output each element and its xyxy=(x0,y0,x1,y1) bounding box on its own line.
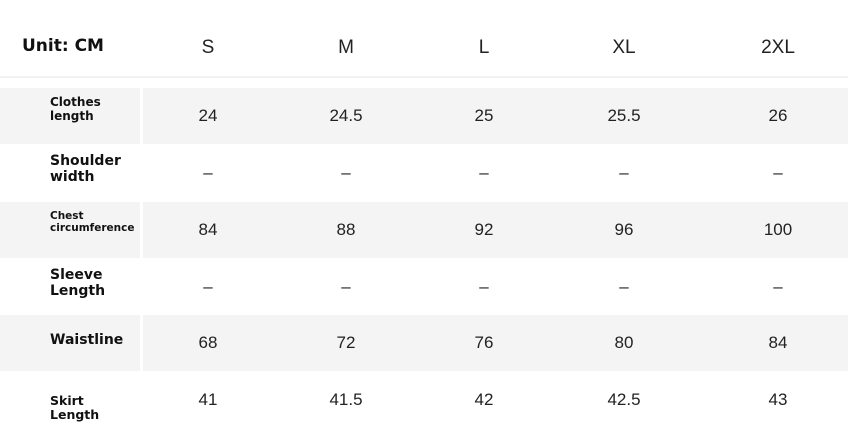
table-row: Shoulder width – – – – – xyxy=(0,145,848,201)
size-value-cell: – xyxy=(619,277,629,296)
table-row: Chest circumference 84 88 92 96 100 xyxy=(0,202,848,258)
row-values xyxy=(143,145,848,201)
size-value-cell: 92 xyxy=(474,220,494,239)
size-value-cell: – xyxy=(203,163,213,182)
size-value-cell: 25 xyxy=(474,106,494,125)
row-label: Clothes length xyxy=(50,95,101,123)
size-header-s: S xyxy=(201,37,215,58)
size-header-xl: XL xyxy=(612,37,636,58)
size-header-2xl: 2XL xyxy=(761,37,795,58)
size-value-cell: 42 xyxy=(474,390,494,409)
row-label-cell: Waistline xyxy=(0,315,140,371)
row-label-cell: Shoulder width xyxy=(0,145,140,201)
row-values xyxy=(143,315,848,371)
size-value-cell: – xyxy=(619,163,629,182)
size-value-cell: – xyxy=(341,163,351,182)
size-value-cell: – xyxy=(341,277,351,296)
row-values xyxy=(143,259,848,315)
row-label: Sleeve Length xyxy=(50,267,106,300)
row-label-cell: Clothes length xyxy=(0,88,140,144)
table-row: Skirt Length 41 41.5 42 42.5 43 xyxy=(0,372,848,428)
row-label-cell: Chest circumference xyxy=(0,202,140,258)
size-value-cell: 68 xyxy=(198,333,218,352)
size-value-cell: 42.5 xyxy=(607,390,641,409)
size-value-cell: 24.5 xyxy=(329,106,363,125)
row-label-cell: Skirt Length xyxy=(0,372,140,428)
row-label: Chest circumference xyxy=(50,210,135,235)
size-value-cell: 80 xyxy=(614,333,634,352)
size-value-cell: – xyxy=(479,163,489,182)
size-value-cell: 84 xyxy=(198,220,218,239)
size-value-cell: – xyxy=(773,277,783,296)
row-label: Skirt Length xyxy=(50,393,100,423)
row-values xyxy=(143,372,848,428)
header-divider xyxy=(0,76,848,78)
size-value-cell: 88 xyxy=(336,220,356,239)
row-label-cell: Sleeve Length xyxy=(0,259,140,315)
size-value-cell: 76 xyxy=(474,333,494,352)
size-value-cell: 43 xyxy=(768,390,788,409)
size-value-cell: – xyxy=(773,163,783,182)
table-row: Sleeve Length – – – – – xyxy=(0,259,848,315)
row-values xyxy=(143,88,848,144)
size-value-cell: 41.5 xyxy=(329,390,363,409)
size-value-cell: 24 xyxy=(198,106,218,125)
size-value-cell: 100 xyxy=(763,220,793,239)
row-label: Shoulder width xyxy=(50,153,121,186)
size-value-cell: – xyxy=(479,277,489,296)
size-value-cell: 84 xyxy=(768,333,788,352)
size-value-cell: 25.5 xyxy=(607,106,641,125)
size-value-cell: 72 xyxy=(336,333,356,352)
size-value-cell: 96 xyxy=(614,220,634,239)
row-values xyxy=(143,202,848,258)
size-value-cell: 41 xyxy=(198,390,218,409)
table-row: Waistline 68 72 76 80 84 xyxy=(0,315,848,371)
table-row: Clothes length 24 24.5 25 25.5 26 xyxy=(0,88,848,144)
row-label: Waistline xyxy=(50,332,124,348)
size-header-l: L xyxy=(478,37,490,58)
size-value-cell: 26 xyxy=(768,106,788,125)
size-header-m: M xyxy=(338,37,354,58)
size-value-cell: – xyxy=(203,277,213,296)
unit-label: Unit: CM xyxy=(22,36,104,56)
